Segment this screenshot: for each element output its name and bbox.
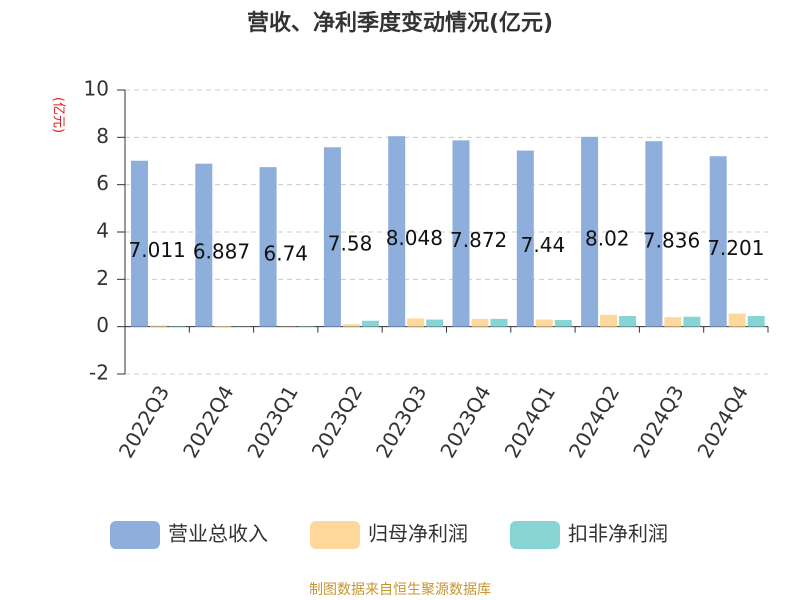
bar <box>452 140 470 327</box>
data-label: 7.58 <box>328 231 373 255</box>
bar <box>490 318 508 327</box>
data-label: 6.887 <box>193 240 250 264</box>
data-label: 7.201 <box>707 236 764 260</box>
y-tick-label: 10 <box>84 77 109 101</box>
x-tick-label: 2024Q3 <box>628 381 688 462</box>
x-tick-label: 2024Q1 <box>500 381 560 462</box>
x-tick-label: 2023Q4 <box>435 381 495 462</box>
data-label: 8.02 <box>585 226 630 250</box>
data-label: 7.44 <box>521 233 566 257</box>
bar <box>214 325 232 327</box>
bar <box>342 324 360 327</box>
bar <box>683 316 701 327</box>
bar <box>407 318 425 327</box>
x-tick-label: 2023Q3 <box>371 381 431 462</box>
bar <box>747 316 765 327</box>
y-tick-label: 8 <box>96 124 109 148</box>
x-tick-label: 2024Q4 <box>692 381 752 462</box>
data-label: 6.74 <box>263 241 308 265</box>
bar <box>150 325 167 327</box>
data-label: 8.048 <box>386 226 443 250</box>
legend-label: 归母净利润 <box>368 522 468 546</box>
bar <box>516 150 534 327</box>
y-tick-label: -2 <box>89 361 109 385</box>
bar <box>619 316 637 327</box>
bar <box>535 319 553 327</box>
x-tick-label: 2022Q3 <box>114 381 174 462</box>
legend-swatch <box>110 521 160 549</box>
bar <box>709 156 727 327</box>
legend-label: 扣非净利润 <box>568 522 668 546</box>
bar <box>664 317 682 327</box>
bar <box>259 167 277 327</box>
y-tick-label: 6 <box>96 171 109 195</box>
bar <box>323 147 341 327</box>
bar <box>600 314 618 327</box>
data-label: 7.836 <box>643 228 700 252</box>
data-label: 7.872 <box>450 228 507 252</box>
x-tick-label: 2022Q4 <box>178 381 238 462</box>
bar <box>581 136 599 327</box>
bar <box>388 136 406 327</box>
chart-title: 营收、净利季度变动情况(亿元) <box>247 10 553 36</box>
bar <box>645 141 663 327</box>
legend-swatch <box>510 521 560 549</box>
x-tick-label: 2024Q2 <box>564 381 624 462</box>
legend-swatch <box>310 521 360 549</box>
data-label: 7.011 <box>129 238 186 262</box>
bar <box>554 320 572 327</box>
y-axis-label: (亿元) <box>51 97 66 133</box>
bar <box>195 163 213 327</box>
legend-label: 营业总收入 <box>168 522 268 546</box>
bar <box>131 160 148 327</box>
bar <box>426 319 444 327</box>
bar <box>361 320 379 327</box>
y-tick-label: 2 <box>96 266 109 290</box>
bar <box>728 313 746 327</box>
x-tick-label: 2023Q2 <box>307 381 367 462</box>
bar <box>471 318 489 327</box>
y-tick-label: 4 <box>96 219 109 243</box>
x-tick-label: 2023Q1 <box>242 381 302 462</box>
y-tick-label: 0 <box>96 313 109 337</box>
source: 制图数据来自恒生聚源数据库 <box>309 582 491 598</box>
